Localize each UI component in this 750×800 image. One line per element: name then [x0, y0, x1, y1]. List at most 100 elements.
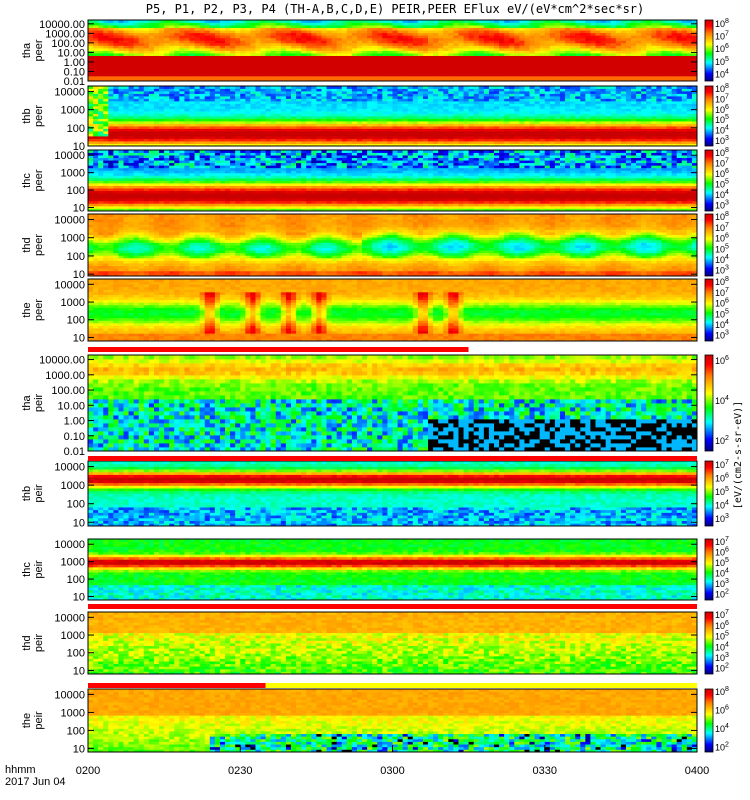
- heatmap-cell: [164, 103, 170, 107]
- heatmap-cell: [346, 131, 353, 134]
- heatmap-cell: [463, 113, 470, 117]
- heatmap-cell: [636, 27, 642, 31]
- heatmap-cell: [377, 25, 383, 29]
- heatmap-cell: [448, 50, 454, 54]
- heatmap-cell: [230, 22, 236, 26]
- heatmap-cell: [559, 50, 566, 54]
- heatmap-thb-peer: [88, 86, 698, 147]
- heatmap-cell: [382, 53, 388, 56]
- heatmap-cell: [169, 60, 175, 64]
- heatmap-cell: [478, 65, 485, 69]
- heatmap-cell: [159, 86, 165, 89]
- heatmap-cell: [341, 96, 348, 99]
- heatmap-cell: [148, 32, 155, 36]
- heatmap-cell: [473, 108, 480, 112]
- heatmap-cell: [610, 65, 617, 69]
- heatmap-cell: [671, 50, 678, 54]
- heatmap-cell: [133, 68, 140, 72]
- heatmap-cell: [336, 106, 343, 109]
- heatmap-cell: [113, 106, 119, 109]
- heatmap-cell: [651, 55, 657, 59]
- heatmap-cell: [356, 35, 363, 39]
- heatmap-cell: [549, 63, 556, 67]
- heatmap-cell: [433, 22, 439, 26]
- heatmap-cell: [108, 55, 114, 59]
- heatmap-cell: [123, 113, 130, 117]
- heatmap-cell: [539, 53, 546, 56]
- heatmap-cell: [377, 126, 383, 129]
- heatmap-cell: [499, 32, 505, 36]
- heatmap-cell: [291, 37, 297, 41]
- heatmap-cell: [301, 98, 307, 102]
- heatmap-cell: [174, 70, 180, 74]
- heatmap-cell: [422, 70, 429, 74]
- heatmap-cell: [336, 143, 343, 147]
- heatmap-cell: [514, 126, 520, 129]
- heatmap-cell: [189, 25, 195, 29]
- heatmap-cell: [367, 98, 373, 102]
- heatmap-cell: [407, 113, 414, 117]
- heatmap-cell: [164, 68, 170, 72]
- heatmap-cell: [382, 118, 388, 122]
- heatmap-cell: [661, 32, 667, 36]
- heatmap-cell: [123, 27, 130, 31]
- heatmap-cell: [666, 63, 673, 67]
- heatmap-cell: [367, 116, 373, 119]
- heatmap-cell: [605, 58, 612, 62]
- heatmap-cell: [275, 111, 282, 114]
- heatmap-cell: [600, 55, 607, 59]
- heatmap-cell: [438, 22, 444, 26]
- heatmap-cell: [219, 113, 226, 117]
- heatmap-cell: [463, 75, 470, 79]
- heatmap-cell: [356, 113, 363, 117]
- heatmap-cell: [428, 63, 434, 67]
- heatmap-cell: [113, 20, 119, 23]
- heatmap-cell: [321, 73, 327, 77]
- heatmap-cell: [235, 70, 241, 74]
- heatmap-cell: [600, 47, 607, 51]
- heatmap-cell: [362, 111, 368, 114]
- heatmap-cell: [270, 96, 277, 99]
- heatmap-cell: [280, 40, 287, 44]
- heatmap-cell: [539, 50, 546, 54]
- heatmap-cell: [509, 60, 515, 64]
- heatmap-cell: [605, 65, 612, 69]
- heatmap-cell: [402, 106, 409, 109]
- heatmap-cell: [686, 53, 693, 56]
- heatmap-cell: [301, 40, 307, 44]
- heatmap-cell: [316, 93, 322, 97]
- heatmap-cell: [199, 121, 206, 124]
- heatmap-cell: [554, 37, 561, 41]
- heatmap-cell: [296, 73, 302, 77]
- heatmap-cell: [306, 70, 312, 74]
- heatmap-cell: [428, 108, 434, 112]
- heatmap-cell: [179, 55, 185, 59]
- heatmap-cell: [93, 63, 99, 67]
- heatmap-cell: [529, 20, 536, 23]
- heatmap-cell: [443, 68, 449, 72]
- heatmap-cell: [225, 136, 231, 139]
- heatmap-cell: [270, 55, 277, 59]
- heatmap-cell: [544, 63, 551, 67]
- heatmap-cell: [570, 45, 576, 49]
- heatmap-cell: [646, 20, 652, 23]
- heatmap-cell: [235, 98, 241, 102]
- heatmap-cell: [245, 111, 251, 114]
- heatmap-cell: [128, 63, 135, 67]
- heatmap-cell: [316, 47, 322, 51]
- heatmap-cell: [336, 126, 343, 129]
- heatmap-cell: [184, 91, 190, 94]
- heatmap-cell: [311, 25, 317, 29]
- heatmap-cell: [367, 118, 373, 122]
- heatmap-cell: [88, 32, 94, 36]
- heatmap-cell: [453, 70, 459, 74]
- heatmap-cell: [422, 32, 429, 36]
- heatmap-cell: [473, 116, 480, 119]
- heatmap-cell: [280, 47, 287, 51]
- heatmap-cell: [214, 53, 221, 56]
- heatmap-cell: [661, 63, 667, 67]
- heatmap-cell: [590, 42, 596, 46]
- heatmap-cell: [483, 25, 490, 29]
- heatmap-cell: [214, 78, 221, 82]
- heatmap-cell: [103, 25, 109, 29]
